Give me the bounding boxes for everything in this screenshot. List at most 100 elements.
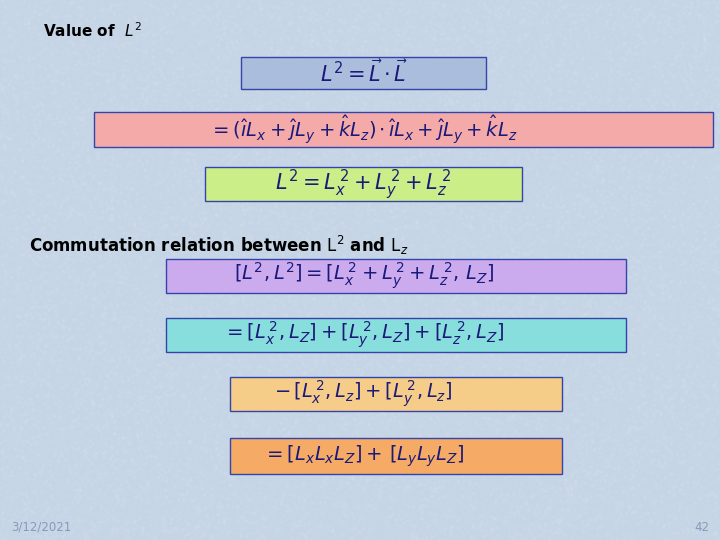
Point	[713, 101, 720, 110]
Point	[377, 259, 389, 267]
Point	[392, 436, 404, 445]
Point	[20, 451, 32, 460]
Point	[413, 371, 424, 380]
Point	[284, 356, 295, 365]
Point	[10, 286, 22, 294]
Point	[0, 503, 8, 512]
Point	[157, 299, 168, 308]
Point	[133, 391, 145, 400]
Point	[448, 343, 459, 352]
Point	[122, 166, 134, 175]
Point	[544, 492, 556, 501]
Point	[355, 142, 366, 151]
Point	[102, 355, 113, 363]
Point	[294, 29, 305, 38]
Point	[571, 510, 582, 518]
Point	[109, 485, 121, 494]
Point	[84, 436, 95, 444]
Point	[11, 118, 22, 126]
Point	[243, 294, 254, 302]
Point	[71, 522, 82, 530]
Point	[0, 82, 7, 91]
Point	[596, 118, 608, 127]
Point	[392, 382, 403, 391]
Point	[586, 305, 598, 314]
Point	[213, 518, 225, 526]
Point	[463, 73, 474, 82]
Point	[70, 184, 81, 192]
Point	[683, 382, 695, 391]
Point	[183, 456, 194, 464]
Point	[237, 444, 248, 453]
Point	[258, 220, 270, 229]
Point	[244, 219, 256, 227]
Point	[18, 172, 30, 181]
Point	[214, 180, 225, 188]
Point	[683, 60, 695, 69]
Point	[575, 409, 587, 418]
Point	[561, 483, 572, 491]
Point	[703, 491, 715, 500]
Point	[452, 56, 464, 65]
Point	[388, 362, 400, 370]
Point	[688, 290, 700, 299]
Point	[436, 207, 448, 216]
Point	[290, 35, 302, 44]
Point	[168, 129, 179, 137]
Point	[271, 305, 282, 314]
Point	[21, 224, 32, 233]
Point	[51, 80, 63, 89]
Point	[415, 137, 426, 146]
Point	[636, 454, 648, 463]
Point	[7, 276, 19, 285]
Point	[607, 534, 618, 540]
Point	[550, 11, 562, 20]
Point	[32, 216, 43, 225]
Point	[77, 113, 89, 122]
Point	[24, 521, 35, 529]
Point	[267, 152, 279, 161]
Point	[35, 382, 47, 390]
Point	[208, 421, 220, 429]
Point	[499, 199, 510, 207]
Point	[440, 0, 451, 7]
Point	[157, 522, 168, 531]
Point	[342, 43, 354, 52]
Point	[591, 206, 603, 215]
Point	[89, 15, 100, 23]
Point	[177, 267, 189, 276]
Point	[334, 285, 346, 294]
Point	[410, 492, 421, 501]
Point	[658, 25, 670, 33]
Point	[272, 213, 284, 222]
Point	[524, 217, 536, 225]
Point	[203, 11, 215, 20]
Point	[449, 153, 461, 161]
Point	[683, 239, 695, 248]
Point	[613, 26, 625, 35]
Point	[374, 166, 386, 174]
Point	[342, 469, 354, 477]
Point	[85, 211, 96, 219]
Point	[433, 269, 445, 278]
Point	[125, 404, 136, 413]
Point	[437, 444, 449, 453]
Point	[340, 510, 351, 519]
Point	[631, 10, 643, 19]
Point	[552, 518, 563, 526]
Point	[400, 463, 412, 471]
Point	[395, 146, 407, 154]
Point	[19, 482, 31, 491]
Point	[420, 534, 432, 540]
Point	[311, 70, 323, 78]
Point	[556, 130, 567, 138]
Point	[530, 377, 541, 386]
Point	[319, 230, 330, 238]
Point	[565, 279, 577, 288]
Point	[596, 71, 608, 79]
Point	[487, 245, 498, 254]
Point	[46, 142, 58, 151]
Point	[356, 432, 367, 441]
Point	[153, 105, 164, 113]
Point	[276, 455, 287, 463]
